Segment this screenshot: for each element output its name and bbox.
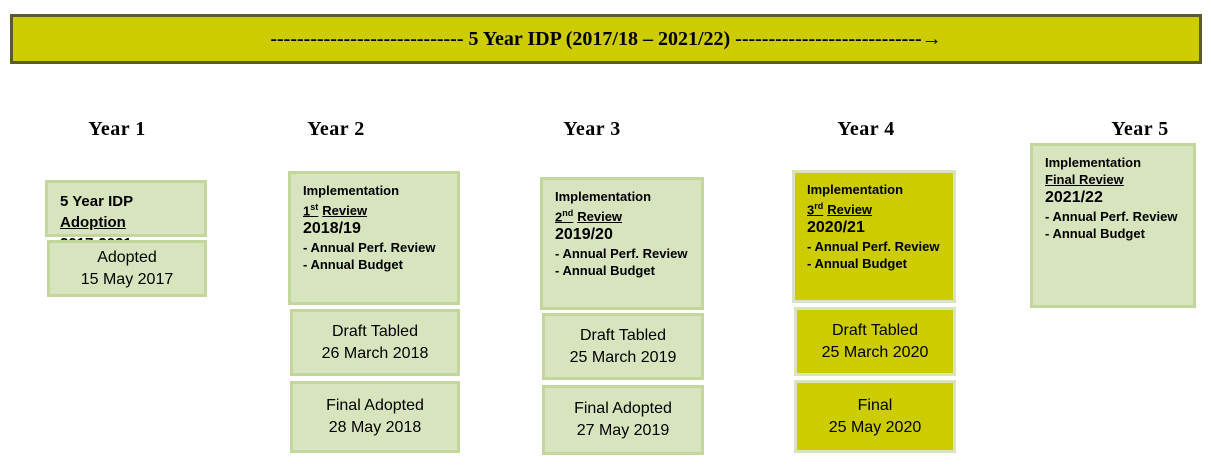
note-date: 26 March 2018 [321, 344, 429, 362]
period: 2018/19 [303, 220, 361, 238]
plan-title: Implementation [1045, 155, 1142, 170]
item: - Annual Budget [555, 263, 655, 279]
plan-title: Implementation [303, 183, 400, 198]
note-label: Draft Tabled [332, 322, 418, 340]
review-word: Review [577, 209, 623, 225]
note-box: Adopted 15 May 2017 [47, 240, 207, 297]
note-date: 25 March 2019 [569, 348, 677, 366]
year-label: Year 5 [1111, 118, 1169, 140]
plan-box: Implementation 3rd Review 2020/21- Annual P… [792, 170, 956, 303]
item: - Annual Perf. Review [555, 246, 688, 262]
item: - Annual Perf. Review [1045, 209, 1178, 224]
plan-title: Implementation [807, 182, 904, 197]
review-line: 3rd Review [807, 198, 941, 218]
note-label: Final [857, 396, 893, 414]
item: - Annual Budget [1045, 226, 1145, 241]
review-word: Review [322, 203, 368, 219]
item: - Annual Perf. Review [807, 239, 940, 255]
year-label: Year 2 [307, 118, 365, 140]
review-word: Adoption [60, 214, 126, 231]
review-number: 3 [807, 202, 815, 218]
year-label: Year 1 [88, 118, 146, 140]
note-label: Final Adopted [574, 400, 672, 417]
plan-box: Implementation 1st Review 2018/19- Annual P… [288, 171, 460, 305]
review-word: Final Review [1045, 172, 1124, 187]
note-label: Final Adopted [326, 397, 424, 414]
note-date: 28 May 2018 [328, 419, 422, 436]
note-label: Draft Tabled [580, 326, 666, 344]
review-line: Final Review [1045, 171, 1181, 188]
review-number: 2 [555, 209, 563, 225]
note-label: Draft Tabled [832, 321, 918, 339]
note-date: 25 May 2020 [828, 418, 922, 436]
note-label: Adopted [97, 248, 157, 266]
review-line: Adoption [60, 212, 192, 233]
review-suffix: nd [562, 208, 574, 218]
note-box: Final Adopted 28 May 2018 [290, 381, 460, 453]
period: 2021/22 [1045, 189, 1103, 206]
review-line: 2nd Review [555, 205, 689, 225]
year-label: Year 3 [563, 118, 621, 140]
item: - Annual Budget [303, 257, 403, 273]
review-number: 1 [303, 203, 311, 219]
timeline-banner: ----------------------------- 5 Year IDP… [10, 14, 1202, 64]
plan-box: Implementation 2nd Review 2019/20- Annual P… [540, 177, 704, 310]
note-date: 27 May 2019 [576, 422, 670, 439]
plan-box: 5 Year IDPAdoption2017-2021 [45, 180, 207, 252]
review-line: 1st Review [303, 199, 445, 219]
review-suffix: st [310, 202, 319, 212]
note-box: Final 25 May 2020 [794, 380, 956, 453]
item: - Annual Budget [807, 256, 907, 272]
note-box: Draft Tabled 25 March 2019 [542, 313, 704, 380]
note-date: 15 May 2017 [80, 270, 174, 288]
plan-box: Implementation Final Review 2021/22 - Annua… [1030, 143, 1196, 308]
note-date: 25 March 2020 [821, 343, 929, 361]
note-box: Draft Tabled 25 March 2020 [794, 307, 956, 376]
period: 2019/20 [555, 226, 613, 244]
year-label: Year 4 [837, 118, 895, 140]
review-word: Review [827, 202, 873, 218]
plan-title: Implementation [555, 189, 652, 204]
review-suffix: rd [814, 201, 824, 211]
period: 2020/21 [807, 219, 865, 237]
note-box: Final Adopted 27 May 2019 [542, 385, 704, 455]
plan-title: 5 Year IDP [60, 193, 134, 210]
note-box: Draft Tabled 26 March 2018 [290, 309, 460, 376]
item: - Annual Perf. Review [303, 240, 436, 256]
